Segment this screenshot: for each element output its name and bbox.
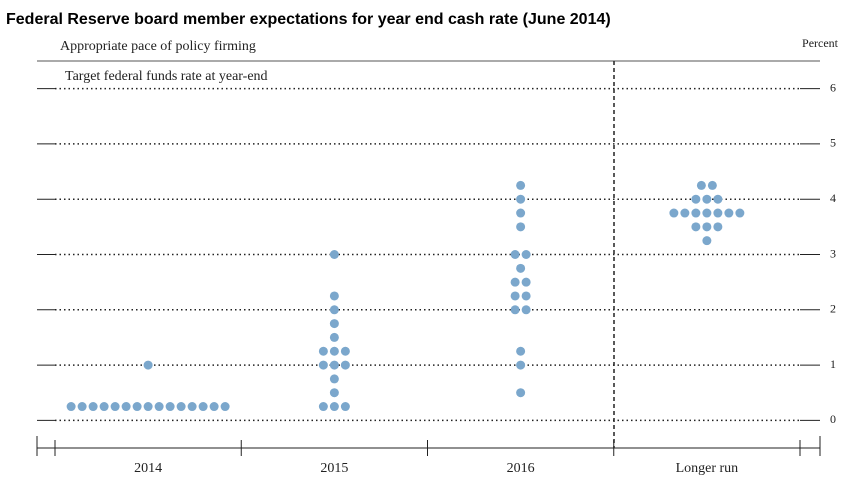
dot [110,402,120,412]
subtitle: Appropriate pace of policy firming [60,39,256,54]
dot [510,305,520,315]
y-tick-label: 5 [830,136,836,150]
dot [165,402,175,412]
dot [510,250,520,259]
dot [143,402,153,412]
dot [521,250,531,259]
dot [696,180,706,190]
x-tick-label: 2014 [134,461,162,476]
dot [713,208,723,218]
dot [132,402,142,412]
y-tick-label: 2 [830,302,836,316]
dot [516,388,526,398]
dot [713,194,723,204]
dot [516,360,526,370]
dot [702,236,712,246]
dot [329,332,339,342]
dot [318,346,328,356]
dot [209,402,219,412]
dot [121,402,131,412]
dot [516,263,526,273]
y-tick-label: 6 [830,80,836,94]
dot [99,402,109,412]
dot [329,360,339,370]
dot [516,222,526,232]
dot [521,305,531,315]
dot [510,291,520,301]
dot [516,208,526,218]
dot [220,402,230,412]
dot [329,291,339,301]
y-tick-label: 1 [830,357,836,371]
dot [691,194,701,204]
dot [516,346,526,356]
dot [329,319,339,329]
dot [707,180,717,190]
x-tick-label: 2015 [320,461,348,476]
dot [702,222,712,232]
dot [702,194,712,204]
dot [329,346,339,356]
dot [187,402,197,412]
dot [713,222,723,232]
dot [329,402,339,412]
dot [669,208,679,218]
dot [516,180,526,190]
dot [329,374,339,384]
dot [329,388,339,398]
dot [735,208,745,218]
dot [724,208,734,218]
dot [691,222,701,232]
chart-title: Federal Reserve board member expectation… [6,11,611,28]
dot [521,277,531,287]
dot [318,360,328,370]
dot [691,208,701,218]
y-unit: Percent [802,36,839,50]
dot [680,208,690,218]
x-tick-label: Longer run [676,461,739,476]
dot [198,402,208,412]
dot [340,402,350,412]
y-axis-label: Target federal funds rate at year-end [65,69,268,84]
dot [88,402,98,412]
dot [176,402,186,412]
dot [521,291,531,301]
dot [318,402,328,412]
dot [154,402,164,412]
dot [66,402,76,412]
dot [143,360,153,370]
y-tick-label: 3 [830,246,836,260]
dot [329,305,339,315]
dot [516,194,526,204]
y-tick-label: 0 [830,412,836,426]
dot [77,402,87,412]
dot [510,277,520,287]
dot [702,208,712,218]
y-tick-label: 4 [830,191,836,205]
x-tick-label: 2016 [507,461,535,476]
dot [340,360,350,370]
dot [329,250,339,259]
dot [340,346,350,356]
